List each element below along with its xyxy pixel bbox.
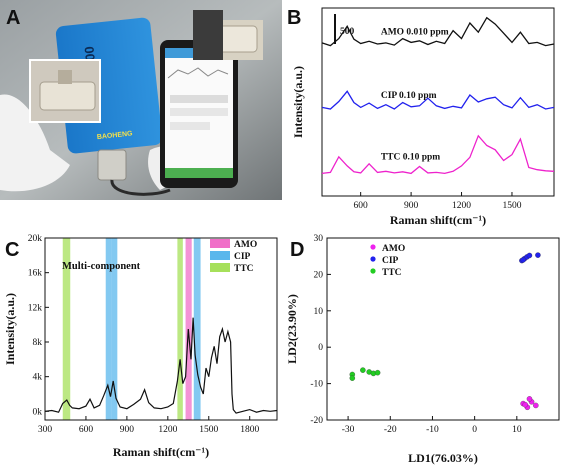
panel-b-letter: B: [287, 7, 301, 29]
point-amo: [526, 396, 533, 402]
band-cip: [193, 238, 201, 420]
x-tick-label: 900: [120, 425, 135, 435]
panel-c-chart: C 300 600 900 1200 1500 1800 0k 4k 8k 12k 16k 20k M…: [3, 234, 278, 459]
legend-label-cip: CIP: [382, 256, 399, 266]
y-tick-label: -20: [310, 416, 323, 426]
point-ttc: [349, 375, 356, 381]
y-tick-label: 16k: [28, 269, 43, 279]
band-ttc: [62, 238, 71, 420]
x-ticks: 600 900 1200 1500: [354, 192, 522, 211]
legend: AMO CIP TTC: [210, 239, 257, 274]
panel-a: RMS1000 BAOHENG: [0, 0, 282, 200]
x-tick-label: -20: [384, 425, 397, 435]
y-tick-label: 0k: [33, 407, 43, 417]
glove-left: [0, 94, 70, 192]
point-cip: [535, 252, 541, 258]
x-axis-label: LD1(76.03%): [408, 451, 478, 465]
spectrum-line: [44, 317, 278, 414]
y-tick-label: 30: [314, 234, 324, 244]
y-axis-label: Intensity(a.u.): [3, 293, 17, 365]
x-tick-label: 1500: [199, 425, 218, 435]
x-tick-label: 1500: [502, 201, 521, 211]
device-brand: BAOHENG: [97, 130, 134, 141]
spectrum-line-1: [321, 90, 555, 110]
point-ttc: [374, 369, 381, 376]
x-tick-label: 900: [404, 201, 419, 211]
panel-b: B AMO 0.010 ppm CIP 0.10 ppm TTC 0.10 ppm …: [282, 0, 564, 232]
y-tick-label: 4k: [33, 373, 43, 383]
legend-marker-amo: [370, 244, 376, 250]
y-tick-label: 10: [314, 307, 324, 317]
plot-frame: [321, 7, 555, 197]
legend-swatch-ttc: [210, 263, 230, 272]
point-cip: [520, 257, 526, 263]
x-tick-label: 1200: [452, 201, 471, 211]
spectrum-line-2: [321, 134, 555, 175]
band-cip: [105, 238, 112, 420]
band-cip: [111, 238, 118, 420]
smartphone: [160, 40, 238, 188]
legend-marker-ttc: [370, 268, 376, 274]
series-label-1: CIP 0.10 ppm: [381, 91, 437, 101]
y-tick-label: 0: [318, 343, 323, 353]
chart-title: Multi-component: [62, 261, 141, 272]
probe: [97, 149, 171, 196]
y-tick-label: 12k: [28, 303, 43, 313]
legend-label-ttc: TTC: [234, 264, 254, 274]
panel-d-chart: D -30 -20 -10 0 10 -20 -10 0 10 20 30 AMO CIP TTC LD…: [285, 234, 560, 465]
x-tick-label: 10: [512, 425, 522, 435]
x-tick-label: -10: [426, 425, 439, 435]
x-axis-label: Raman shift(cm⁻¹): [390, 213, 486, 227]
y-tick-label: -10: [310, 380, 323, 390]
scale-bar-label: 500: [340, 27, 355, 37]
band-ttc: [177, 238, 183, 420]
x-tick-label: 600: [354, 201, 369, 211]
x-tick-label: 1200: [158, 425, 177, 435]
y-tick-label: 8k: [33, 338, 43, 348]
panel-c-letter: C: [5, 239, 19, 261]
legend: AMO CIP TTC: [370, 244, 405, 278]
plot-frame: [44, 237, 278, 421]
legend-label-cip: CIP: [234, 252, 251, 262]
y-axis-label: Intensity(a.u.): [291, 66, 305, 138]
y-tick-label: 20k: [28, 234, 43, 244]
spectrum-line-0: [321, 16, 555, 47]
x-tick-label: 0: [472, 425, 477, 435]
panel-a-letter: A: [6, 7, 20, 29]
panel-d: D -30 -20 -10 0 10 -20 -10 0 10 20 30 AMO CIP TTC LD…: [282, 228, 564, 470]
axis-ticks: 300 600 900 1200 1500 1800 0k 4k 8k 12k 16k 20k: [28, 234, 260, 435]
vial-holder: [193, 10, 263, 60]
panel-c: C 300 600 900 1200 1500 1800 0k 4k 8k 12k 16k 20k M…: [0, 228, 282, 470]
legend-swatch-amo: [210, 239, 230, 248]
x-tick-label: 1800: [240, 425, 259, 435]
legend-label-amo: AMO: [382, 244, 405, 254]
x-axis-label: Raman shift(cm⁻¹): [113, 445, 209, 459]
point-amo: [522, 401, 529, 408]
series-group: AMO 0.010 ppm CIP 0.10 ppm TTC 0.10 ppm: [321, 16, 555, 175]
series-label-0: AMO 0.010 ppm: [381, 27, 449, 37]
axis-ticks: -30 -20 -10 0 10 -20 -10 0 10 20 30: [310, 234, 521, 435]
x-tick-label: 300: [38, 425, 53, 435]
series-group: [44, 317, 278, 414]
x-tick-label: 600: [79, 425, 94, 435]
plot-frame: [326, 237, 560, 421]
point-ttc: [360, 367, 366, 373]
legend-swatch-cip: [210, 251, 230, 260]
panel-a-photo: RMS1000 BAOHENG: [0, 0, 282, 200]
inset-photo: [29, 59, 101, 123]
legend-marker-cip: [370, 256, 376, 262]
x-tick-label: -30: [342, 425, 355, 435]
panel-d-letter: D: [290, 239, 304, 261]
legend-label-amo: AMO: [234, 240, 257, 250]
y-tick-label: 20: [314, 270, 324, 280]
legend-label-ttc: TTC: [382, 268, 402, 278]
point-amo: [533, 402, 539, 409]
y-axis-label: LD2(23.90%): [285, 294, 299, 364]
scatter-points: [349, 252, 541, 411]
point-cip: [526, 252, 533, 259]
series-label-2: TTC 0.10 ppm: [381, 152, 440, 162]
